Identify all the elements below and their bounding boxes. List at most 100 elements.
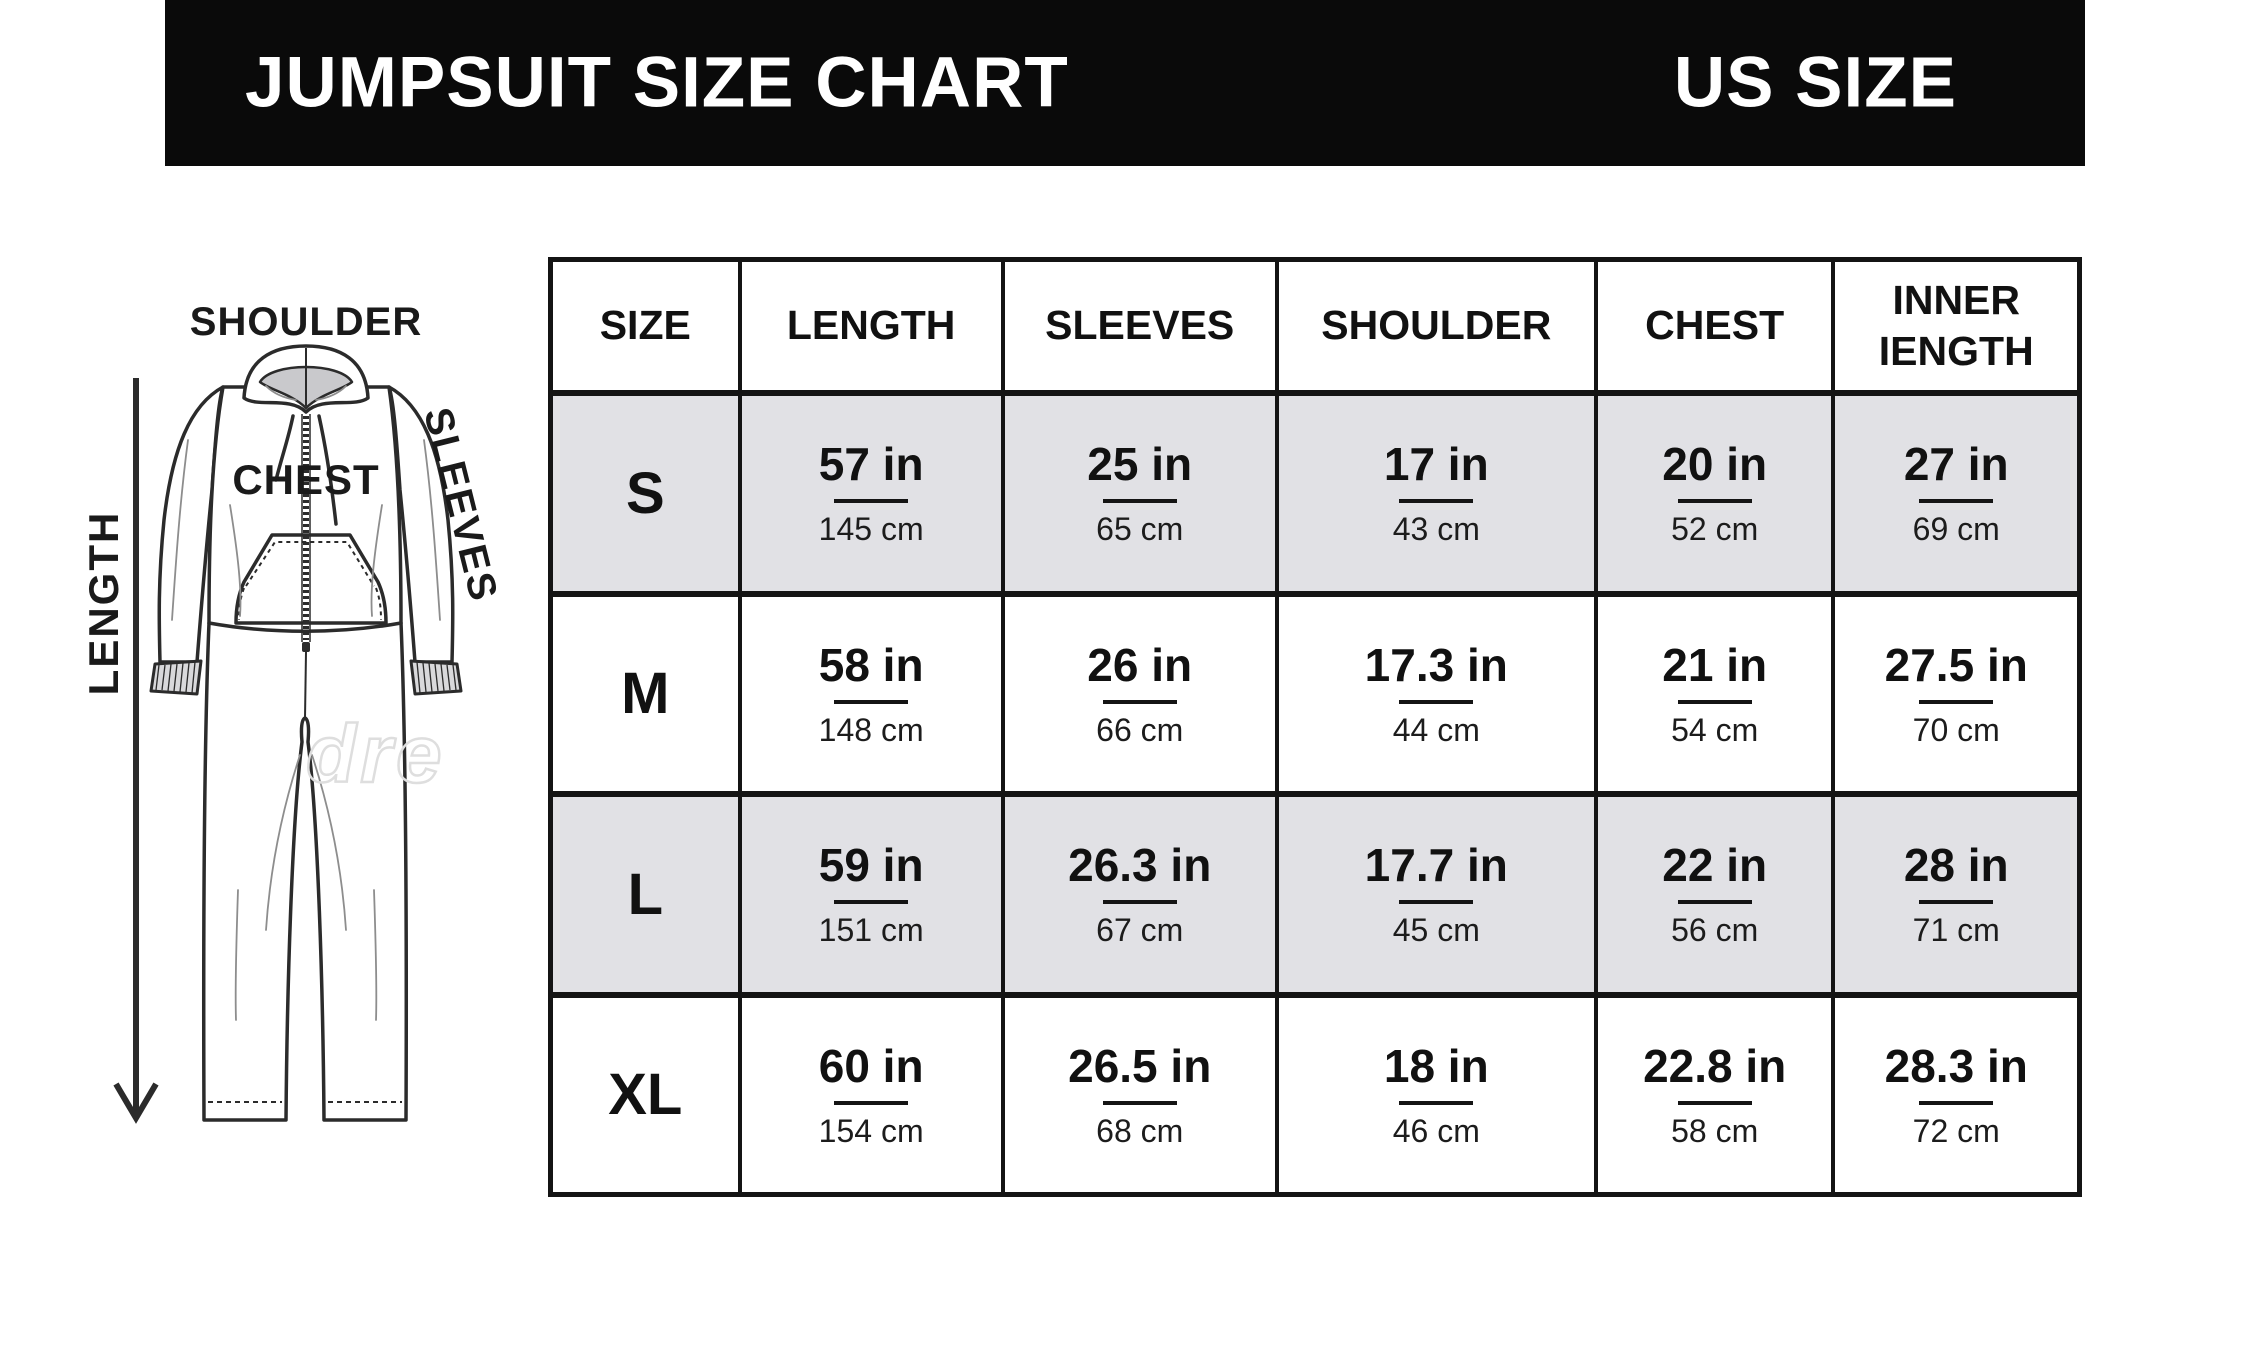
watermark: dre	[305, 708, 446, 802]
unit-divider	[1919, 1100, 1994, 1105]
measurement-inches: 60 in	[818, 1039, 924, 1092]
column-header-chest: CHEST	[1597, 262, 1832, 390]
measurement-cm: 69 cm	[1912, 511, 2000, 548]
measurement-cell-s-shoulder: 17 in 43 cm	[1278, 396, 1594, 591]
measurement-cell-xl-sleeves: 26.5 in 68 cm	[1004, 997, 1275, 1192]
measurement-cell-xl-length: 60 in 154 cm	[741, 997, 1001, 1192]
shoulder-label: SHOULDER	[189, 300, 423, 344]
header-banner: JUMPSUIT SIZE CHART US SIZE	[165, 0, 2085, 166]
unit-divider	[1399, 1100, 1474, 1105]
measurement-cm: 151 cm	[818, 912, 924, 949]
unit-divider	[834, 900, 909, 905]
measurement-cell-m-chest: 21 in 54 cm	[1597, 596, 1832, 791]
measurement-cm: 46 cm	[1392, 1112, 1480, 1149]
measurement-cm: 148 cm	[818, 711, 924, 748]
column-header-sleeves: SLEEVES	[1004, 262, 1275, 390]
unit-divider	[1102, 900, 1177, 905]
measurement-inches: 21 in	[1662, 638, 1768, 691]
drawstrings	[274, 414, 338, 526]
measurement-cm: 72 cm	[1912, 1112, 2000, 1149]
unit-divider	[1919, 499, 1994, 504]
column-header-length: LENGTH	[741, 262, 1001, 390]
column-header-inner-length: INNER IENGTH	[1835, 262, 2077, 390]
measurement-cell-m-inner: 27.5 in 70 cm	[1835, 596, 2077, 791]
fabric-creases	[171, 385, 441, 1021]
size-cell-m: M	[553, 596, 738, 791]
unit-divider	[1102, 499, 1177, 504]
measurement-inches: 17 in	[1383, 438, 1489, 491]
unit-divider	[1399, 900, 1474, 905]
measurement-cm: 43 cm	[1392, 511, 1480, 548]
measurement-cell-m-sleeves: 26 in 66 cm	[1004, 596, 1275, 791]
zipper	[301, 414, 311, 719]
measurement-cm: 58 cm	[1671, 1112, 1759, 1149]
measurement-inches: 27.5 in	[1884, 638, 2028, 691]
measurement-cm: 52 cm	[1671, 511, 1759, 548]
unit-divider	[1677, 499, 1752, 504]
measurement-inches: 27 in	[1903, 438, 2009, 491]
measurement-inches: 26.5 in	[1068, 1039, 1212, 1092]
size-cell-xl: XL	[553, 997, 738, 1192]
measurement-inches: 22 in	[1662, 839, 1768, 892]
unit-divider	[1919, 699, 1994, 704]
measurement-inches: 25 in	[1087, 438, 1193, 491]
measurement-cell-s-chest: 20 in 52 cm	[1597, 396, 1832, 591]
measurement-inches: 57 in	[818, 438, 924, 491]
measurement-cm: 45 cm	[1392, 912, 1480, 949]
measurement-cm: 70 cm	[1912, 711, 2000, 748]
measurement-cell-l-sleeves: 26.3 in 67 cm	[1004, 797, 1275, 992]
measurement-cell-s-sleeves: 25 in 65 cm	[1004, 396, 1275, 591]
measurement-cm: 54 cm	[1671, 711, 1759, 748]
size-region-label: US SIZE	[1673, 43, 1957, 123]
measurement-cell-xl-inner: 28.3 in 72 cm	[1835, 997, 2077, 1192]
measurement-inches: 20 in	[1662, 438, 1768, 491]
size-cell-l: L	[553, 797, 738, 992]
measurement-cm: 65 cm	[1096, 511, 1184, 548]
waist-seam	[207, 621, 403, 633]
column-header-size: SIZE	[553, 262, 738, 390]
measurement-inches: 28.3 in	[1884, 1039, 2028, 1092]
measurement-cell-xl-shoulder: 18 in 46 cm	[1278, 997, 1594, 1192]
measurement-cell-l-length: 59 in 151 cm	[741, 797, 1001, 992]
length-label: LENGTH	[80, 510, 127, 696]
unit-divider	[1677, 699, 1752, 704]
measurement-cm: 67 cm	[1096, 912, 1184, 949]
page-title: JUMPSUIT SIZE CHART	[245, 43, 1069, 123]
unit-divider	[1102, 1100, 1177, 1105]
jumpsuit-illustration	[113, 344, 463, 1124]
measurement-inches: 26.3 in	[1068, 839, 1212, 892]
measurement-cell-m-length: 58 in 148 cm	[741, 596, 1001, 791]
measurement-cm: 154 cm	[818, 1112, 924, 1149]
measurement-inches: 59 in	[818, 839, 924, 892]
measurement-cell-l-chest: 22 in 56 cm	[1597, 797, 1832, 992]
size-cell-s: S	[553, 396, 738, 591]
measurement-cm: 71 cm	[1912, 912, 2000, 949]
unit-divider	[834, 1100, 909, 1105]
measurement-cm: 145 cm	[818, 511, 924, 548]
measurement-inches: 28 in	[1903, 839, 2009, 892]
column-header-shoulder: SHOULDER	[1278, 262, 1594, 390]
measurement-inches: 22.8 in	[1643, 1039, 1787, 1092]
length-arrow	[113, 378, 159, 1124]
unit-divider	[834, 699, 909, 704]
unit-divider	[834, 499, 909, 504]
measurement-cell-l-inner: 28 in 71 cm	[1835, 797, 2077, 992]
cuff-ribs	[155, 661, 457, 694]
measurement-cm: 56 cm	[1671, 912, 1759, 949]
measurement-inches: 17.7 in	[1364, 839, 1508, 892]
unit-divider	[1399, 699, 1474, 704]
measurement-cell-xl-chest: 22.8 in 58 cm	[1597, 997, 1832, 1192]
unit-divider	[1102, 699, 1177, 704]
unit-divider	[1677, 1100, 1752, 1105]
chest-label: CHEST	[232, 456, 380, 503]
size-table: SIZE LENGTH SLEEVES SHOULDER CHEST INNER…	[548, 257, 2082, 1197]
measurement-cell-s-length: 57 in 145 cm	[741, 396, 1001, 591]
measurement-cell-s-inner: 27 in 69 cm	[1835, 396, 2077, 591]
jumpsuit-figure: SHOULDER CHEST SLEEVES LENGTH dre	[60, 290, 540, 1170]
measurement-cm: 66 cm	[1096, 711, 1184, 748]
measurement-cm: 68 cm	[1096, 1112, 1184, 1149]
unit-divider	[1919, 900, 1994, 905]
unit-divider	[1677, 900, 1752, 905]
unit-divider	[1399, 499, 1474, 504]
